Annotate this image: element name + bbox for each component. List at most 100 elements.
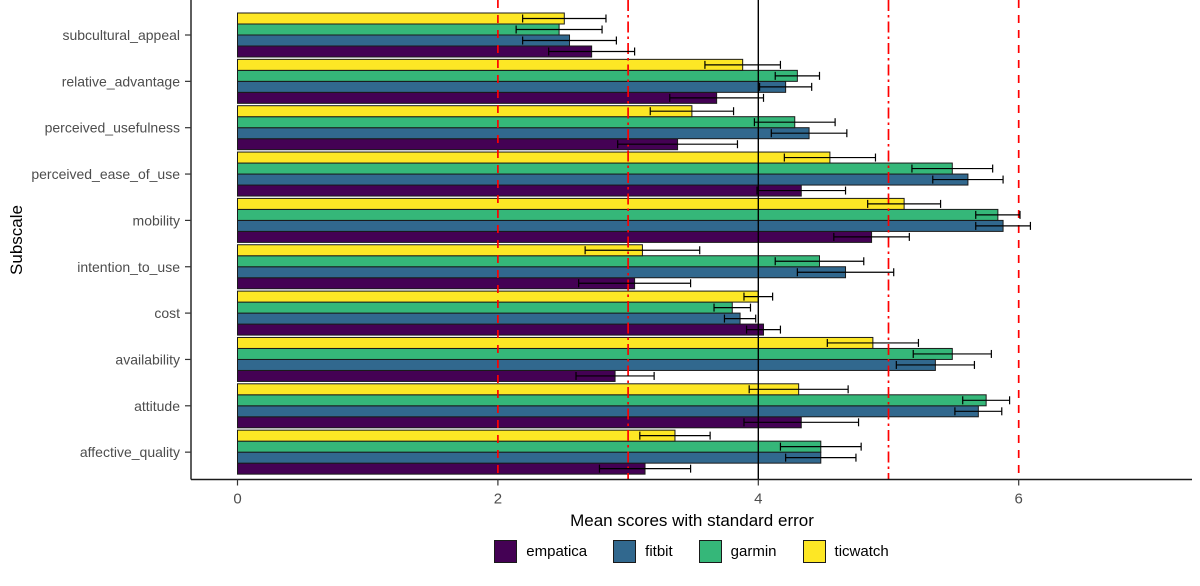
bar-perceived_usefulness-empatica bbox=[237, 138, 679, 151]
bar-mobility-garmin bbox=[237, 208, 999, 221]
bar-intention_to_use-fitbit bbox=[237, 266, 847, 279]
error-bar-subcultural_appeal-ticwatch bbox=[522, 14, 607, 23]
y-category-label-intention_to_use: intention_to_use bbox=[77, 259, 180, 275]
legend-swatch-fitbit bbox=[613, 540, 637, 563]
error-bar-affective_quality-fitbit bbox=[785, 453, 857, 462]
error-bar-perceived_usefulness-empatica bbox=[617, 140, 739, 149]
error-bar-availability-empatica bbox=[575, 371, 655, 380]
legend-entry-garmin: garmin bbox=[698, 540, 777, 563]
bar-intention_to_use-ticwatch bbox=[237, 244, 643, 257]
bar-cost-fitbit bbox=[237, 312, 741, 325]
error-bar-intention_to_use-fitbit bbox=[796, 268, 895, 277]
y-category-label-attitude: attitude bbox=[134, 398, 180, 414]
bar-affective_quality-garmin bbox=[237, 440, 822, 453]
bar-attitude-garmin bbox=[237, 394, 987, 407]
error-bar-mobility-garmin bbox=[975, 210, 1021, 219]
bar-subcultural_appeal-fitbit bbox=[237, 34, 571, 47]
y-category-label-perceived_usefulness: perceived_usefulness bbox=[45, 120, 180, 136]
bar-affective_quality-fitbit bbox=[237, 451, 822, 464]
bar-attitude-fitbit bbox=[237, 405, 979, 418]
bar-intention_to_use-empatica bbox=[237, 277, 636, 290]
error-bar-availability-ticwatch bbox=[826, 338, 920, 347]
error-bar-attitude-fitbit bbox=[954, 407, 1003, 416]
error-bar-cost-garmin bbox=[713, 303, 752, 312]
error-bar-relative_advantage-ticwatch bbox=[704, 60, 782, 69]
bar-mobility-empatica bbox=[237, 230, 873, 243]
bar-relative_advantage-ticwatch bbox=[237, 58, 744, 71]
bar-perceived_usefulness-ticwatch bbox=[237, 105, 693, 118]
y-category-label-availability: availability bbox=[115, 351, 180, 367]
error-bar-perceived_usefulness-garmin bbox=[753, 118, 836, 127]
y-category-label-cost: cost bbox=[154, 305, 180, 321]
x-tick-label-6: 6 bbox=[1015, 491, 1023, 508]
error-bar-cost-empatica bbox=[745, 325, 782, 334]
error-bar-cost-fitbit bbox=[723, 314, 757, 323]
bar-subcultural_appeal-ticwatch bbox=[237, 12, 565, 25]
error-bar-subcultural_appeal-garmin bbox=[515, 25, 603, 34]
y-category-label-subcultural_appeal: subcultural_appeal bbox=[62, 27, 180, 43]
error-bar-cost-ticwatch bbox=[743, 292, 774, 301]
error-bar-perceived_usefulness-ticwatch bbox=[649, 107, 735, 116]
bar-affective_quality-ticwatch bbox=[237, 429, 676, 442]
bar-perceived_ease_of_use-empatica bbox=[237, 184, 802, 197]
error-bar-intention_to_use-ticwatch bbox=[584, 246, 701, 255]
bar-availability-empatica bbox=[237, 369, 616, 382]
error-bar-perceived_ease_of_use-empatica bbox=[756, 186, 847, 195]
bars-layer bbox=[237, 12, 1004, 475]
y-category-label-mobility: mobility bbox=[133, 212, 180, 228]
x-tick-label-4: 4 bbox=[754, 491, 762, 508]
bar-cost-garmin bbox=[237, 301, 733, 314]
error-bar-perceived_ease_of_use-ticwatch bbox=[783, 153, 877, 162]
bar-cost-empatica bbox=[237, 323, 765, 336]
error-bar-relative_advantage-empatica bbox=[669, 93, 765, 102]
legend-entry-empatica: empatica bbox=[494, 540, 587, 563]
y-axis-title: Subscale bbox=[7, 205, 26, 275]
error-bar-relative_advantage-fitbit bbox=[759, 82, 813, 91]
bar-affective_quality-empatica bbox=[237, 462, 646, 475]
legend-swatch-garmin bbox=[698, 540, 722, 563]
legend: empatica fitbit garmin ticwatch bbox=[191, 540, 1192, 563]
error-bar-subcultural_appeal-empatica bbox=[548, 47, 636, 56]
bar-perceived_ease_of_use-garmin bbox=[237, 162, 953, 175]
bar-perceived_usefulness-garmin bbox=[237, 116, 796, 129]
error-bar-mobility-fitbit bbox=[975, 221, 1032, 230]
legend-label-empatica: empatica bbox=[526, 543, 588, 560]
error-bar-subcultural_appeal-fitbit bbox=[522, 36, 617, 45]
bar-relative_advantage-fitbit bbox=[237, 80, 787, 93]
bar-perceived_ease_of_use-ticwatch bbox=[237, 151, 831, 164]
bar-availability-fitbit bbox=[237, 358, 936, 371]
bar-subcultural_appeal-garmin bbox=[237, 23, 560, 36]
error-bar-perceived_usefulness-fitbit bbox=[770, 129, 848, 138]
legend-entry-fitbit: fitbit bbox=[613, 540, 673, 563]
legend-entry-ticwatch: ticwatch bbox=[802, 540, 889, 563]
error-bar-perceived_ease_of_use-fitbit bbox=[932, 175, 1004, 184]
bar-attitude-empatica bbox=[237, 416, 802, 429]
x-axis-title: Mean scores with standard error bbox=[570, 511, 814, 530]
error-bar-availability-garmin bbox=[912, 349, 992, 358]
legend-swatch-ticwatch bbox=[802, 540, 826, 563]
error-bars-layer bbox=[515, 14, 1032, 473]
error-bar-attitude-ticwatch bbox=[748, 385, 849, 394]
bar-perceived_usefulness-fitbit bbox=[237, 127, 810, 140]
y-category-label-perceived_ease_of_use: perceived_ease_of_use bbox=[31, 166, 180, 182]
x-tick-label-2: 2 bbox=[494, 491, 502, 508]
error-bar-mobility-ticwatch bbox=[867, 199, 942, 208]
error-bar-attitude-garmin bbox=[962, 396, 1011, 405]
x-tick-label-0: 0 bbox=[233, 491, 241, 508]
legend-swatch-empatica bbox=[494, 540, 518, 563]
error-bar-intention_to_use-empatica bbox=[578, 279, 692, 288]
error-bar-affective_quality-ticwatch bbox=[639, 431, 711, 440]
bar-mobility-ticwatch bbox=[237, 197, 905, 210]
error-bar-attitude-empatica bbox=[743, 418, 860, 427]
legend-label-garmin: garmin bbox=[730, 543, 777, 560]
bar-intention_to_use-garmin bbox=[237, 255, 820, 268]
error-bar-perceived_ease_of_use-garmin bbox=[911, 164, 994, 173]
axes-layer: 0 2 4 6 subcultural_appeal relative_advantage… bbox=[31, 0, 1192, 508]
legend-label-ticwatch: ticwatch bbox=[834, 543, 889, 560]
reference-lines-layer bbox=[497, 0, 1020, 480]
bar-subcultural_appeal-empatica bbox=[237, 45, 593, 58]
bar-relative_advantage-empatica bbox=[237, 91, 718, 104]
y-category-label-relative_advantage: relative_advantage bbox=[62, 73, 181, 89]
bar-availability-garmin bbox=[237, 347, 953, 360]
